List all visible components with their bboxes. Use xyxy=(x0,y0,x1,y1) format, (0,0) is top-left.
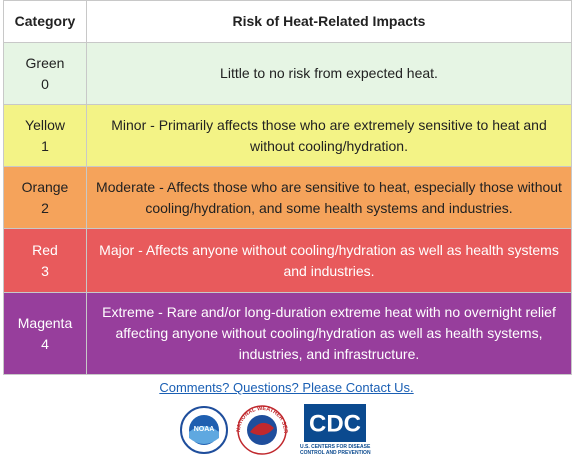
table-row: Magenta 4 Extreme - Rare and/or long-durat… xyxy=(3,292,572,375)
cdc-logo: CDC U.S. CENTERS FOR DISEASE CONTROL AND… xyxy=(300,404,371,456)
description-cell: Moderate - Affects those who are sensiti… xyxy=(86,166,572,229)
category-cell: Yellow 1 xyxy=(3,104,87,167)
heat-risk-table: Category Risk of Heat-Related Impacts Gr… xyxy=(3,0,572,375)
noaa-text: NOAA xyxy=(194,426,215,433)
category-cell: Magenta 4 xyxy=(3,292,87,375)
header-cell: Category xyxy=(3,0,87,43)
contact-link[interactable]: Comments? Questions? Please Contact Us. xyxy=(159,380,414,395)
cdc-subtitle: U.S. CENTERS FOR DISEASE CONTROL AND PRE… xyxy=(300,444,371,456)
table-row: Green 0 Little to no risk from expected he… xyxy=(3,42,572,105)
description-cell: Major - Affects anyone without cooling/h… xyxy=(86,228,572,293)
description-cell: Little to no risk from expected heat. xyxy=(86,42,572,105)
table-row: Yellow 1 Minor - Primarily affects those w… xyxy=(3,104,572,167)
category-level: 4 xyxy=(41,335,49,352)
cdc-subtitle-box: U.S. CENTERS FOR DISEASE CONTROL AND PRE… xyxy=(300,444,371,456)
category-level: 2 xyxy=(41,199,49,216)
category-name: Green xyxy=(25,54,65,71)
table-row: Orange 2 Moderate - Affects those who are … xyxy=(3,166,572,229)
category-name: Red xyxy=(32,241,58,258)
table-body: Green 0 Little to no risk from expected he… xyxy=(3,42,572,375)
category-level: 0 xyxy=(41,75,49,92)
header-cell: Risk of Heat-Related Impacts xyxy=(86,0,572,43)
cdc-text: CDC xyxy=(309,410,361,437)
category-cell: Orange 2 xyxy=(3,166,87,229)
category-cell: Green 0 xyxy=(3,42,87,105)
logos: NOAA NATIONAL WEATHER SERVICE CDC U.S. C… xyxy=(180,402,371,456)
category-level: 3 xyxy=(41,262,49,279)
category-level: 1 xyxy=(41,137,49,154)
contact: Comments? Questions? Please Contact Us. xyxy=(0,380,573,395)
table-row: Red 3 Major - Affects anyone without cooli… xyxy=(3,228,572,293)
category-name: Magenta xyxy=(17,314,73,331)
description-cell: Extreme - Rare and/or long-duration extr… xyxy=(86,292,572,375)
noaa-logo: NOAA xyxy=(180,406,228,454)
description-cell: Minor - Primarily affects those who are … xyxy=(86,104,572,167)
category-name: Yellow xyxy=(25,116,65,133)
category-cell: Red 3 xyxy=(3,228,87,293)
category-name: Orange xyxy=(21,178,69,195)
header-row: Category Risk of Heat-Related Impacts xyxy=(3,0,572,43)
